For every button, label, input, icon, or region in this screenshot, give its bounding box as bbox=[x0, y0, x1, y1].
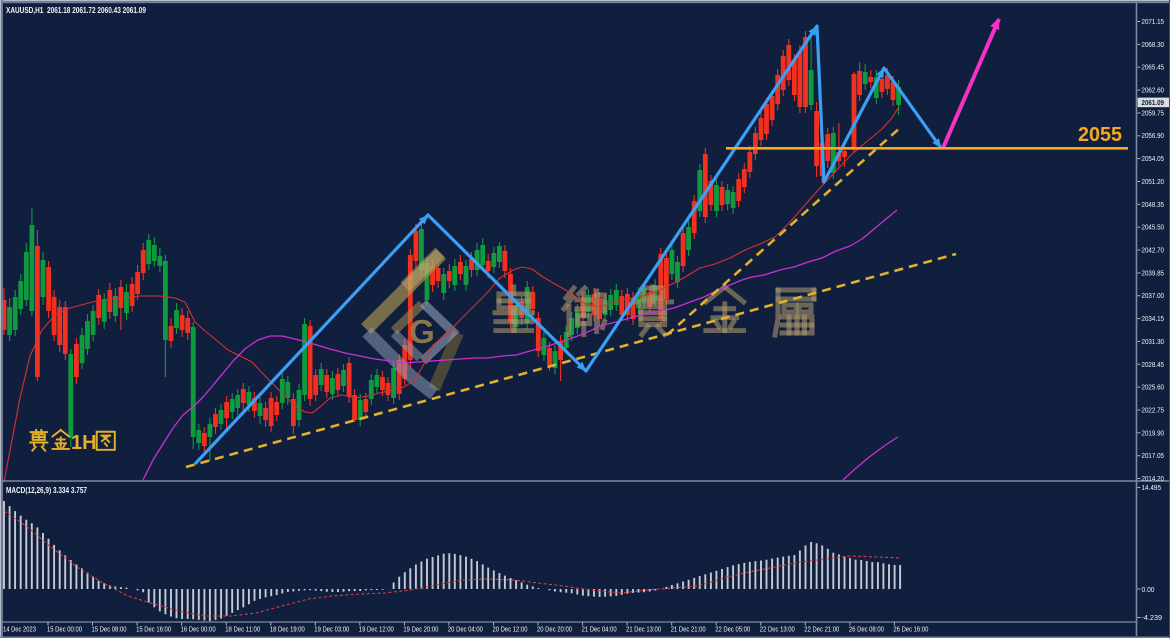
svg-text:14.495: 14.495 bbox=[1142, 483, 1162, 492]
svg-text:14 Dec 2023: 14 Dec 2023 bbox=[3, 625, 36, 634]
svg-text:26 Dec 08:00: 26 Dec 08:00 bbox=[849, 625, 884, 634]
svg-text:15 Dec 16:00: 15 Dec 16:00 bbox=[136, 625, 171, 634]
svg-text:2042.70: 2042.70 bbox=[1142, 246, 1165, 255]
svg-text:20 Dec 04:00: 20 Dec 04:00 bbox=[448, 625, 483, 634]
svg-text:2022.75: 2022.75 bbox=[1142, 406, 1165, 415]
svg-text:18 Dec 19:00: 18 Dec 19:00 bbox=[270, 625, 305, 634]
svg-text:2019.90: 2019.90 bbox=[1142, 428, 1165, 437]
svg-text:19 Dec 03:00: 19 Dec 03:00 bbox=[314, 625, 349, 634]
svg-text:2017.05: 2017.05 bbox=[1142, 451, 1165, 460]
svg-text:MACD(12,26,9) 3.334 3.757: MACD(12,26,9) 3.334 3.757 bbox=[6, 486, 87, 495]
svg-text:2031.30: 2031.30 bbox=[1142, 337, 1165, 346]
svg-text:21 Dec 13:00: 21 Dec 13:00 bbox=[626, 625, 661, 634]
svg-text:2068.30: 2068.30 bbox=[1142, 40, 1165, 49]
svg-text:0.00: 0.00 bbox=[1142, 585, 1155, 594]
svg-text:G: G bbox=[409, 313, 435, 350]
svg-text:2071.15: 2071.15 bbox=[1142, 17, 1165, 26]
svg-text:21 Dec 21:00: 21 Dec 21:00 bbox=[671, 625, 706, 634]
svg-text:19 Dec 20:00: 19 Dec 20:00 bbox=[403, 625, 438, 634]
svg-text:2014.20: 2014.20 bbox=[1142, 474, 1165, 483]
svg-text:22 Dec 05:00: 22 Dec 05:00 bbox=[715, 625, 750, 634]
svg-text:22 Dec 21:00: 22 Dec 21:00 bbox=[804, 625, 839, 634]
svg-text:2028.45: 2028.45 bbox=[1142, 360, 1165, 369]
svg-text:2054.05: 2054.05 bbox=[1142, 154, 1165, 163]
svg-text:15 Dec 08:00: 15 Dec 08:00 bbox=[92, 625, 127, 634]
svg-text:2056.90: 2056.90 bbox=[1142, 131, 1165, 140]
svg-text:18 Dec 11:00: 18 Dec 11:00 bbox=[225, 625, 260, 634]
svg-text:-4.239: -4.239 bbox=[1142, 613, 1163, 622]
svg-text:2051.20: 2051.20 bbox=[1142, 177, 1165, 186]
svg-text:2039.85: 2039.85 bbox=[1142, 268, 1165, 277]
svg-text:16 Dec 00:00: 16 Dec 00:00 bbox=[181, 625, 216, 634]
svg-text:20 Dec 12:00: 20 Dec 12:00 bbox=[493, 625, 528, 634]
svg-text:19 Dec 12:00: 19 Dec 12:00 bbox=[359, 625, 394, 634]
svg-text:2061.09: 2061.09 bbox=[1142, 98, 1165, 107]
svg-text:2025.60: 2025.60 bbox=[1142, 383, 1165, 392]
svg-text:22 Dec 13:00: 22 Dec 13:00 bbox=[760, 625, 795, 634]
svg-text:2059.75: 2059.75 bbox=[1142, 108, 1165, 117]
svg-text:15 Dec 00:00: 15 Dec 00:00 bbox=[47, 625, 82, 634]
svg-text:1H: 1H bbox=[71, 432, 97, 454]
svg-text:26 Dec 16:00: 26 Dec 16:00 bbox=[893, 625, 928, 634]
svg-text:2037.00: 2037.00 bbox=[1142, 291, 1165, 300]
svg-text:21 Dec 04:00: 21 Dec 04:00 bbox=[582, 625, 617, 634]
svg-text:2065.45: 2065.45 bbox=[1142, 63, 1165, 72]
svg-text:2055: 2055 bbox=[1078, 124, 1122, 146]
svg-text:2062.60: 2062.60 bbox=[1142, 86, 1165, 95]
svg-text:XAUUSD,H1 2061.18 2061.72 206: XAUUSD,H1 2061.18 2061.72 2060.43 2061.0… bbox=[6, 5, 146, 15]
svg-text:2045.50: 2045.50 bbox=[1142, 223, 1165, 232]
svg-text:2034.15: 2034.15 bbox=[1142, 314, 1165, 323]
svg-text:2048.35: 2048.35 bbox=[1142, 200, 1165, 209]
svg-text:20 Dec 20:00: 20 Dec 20:00 bbox=[537, 625, 572, 634]
